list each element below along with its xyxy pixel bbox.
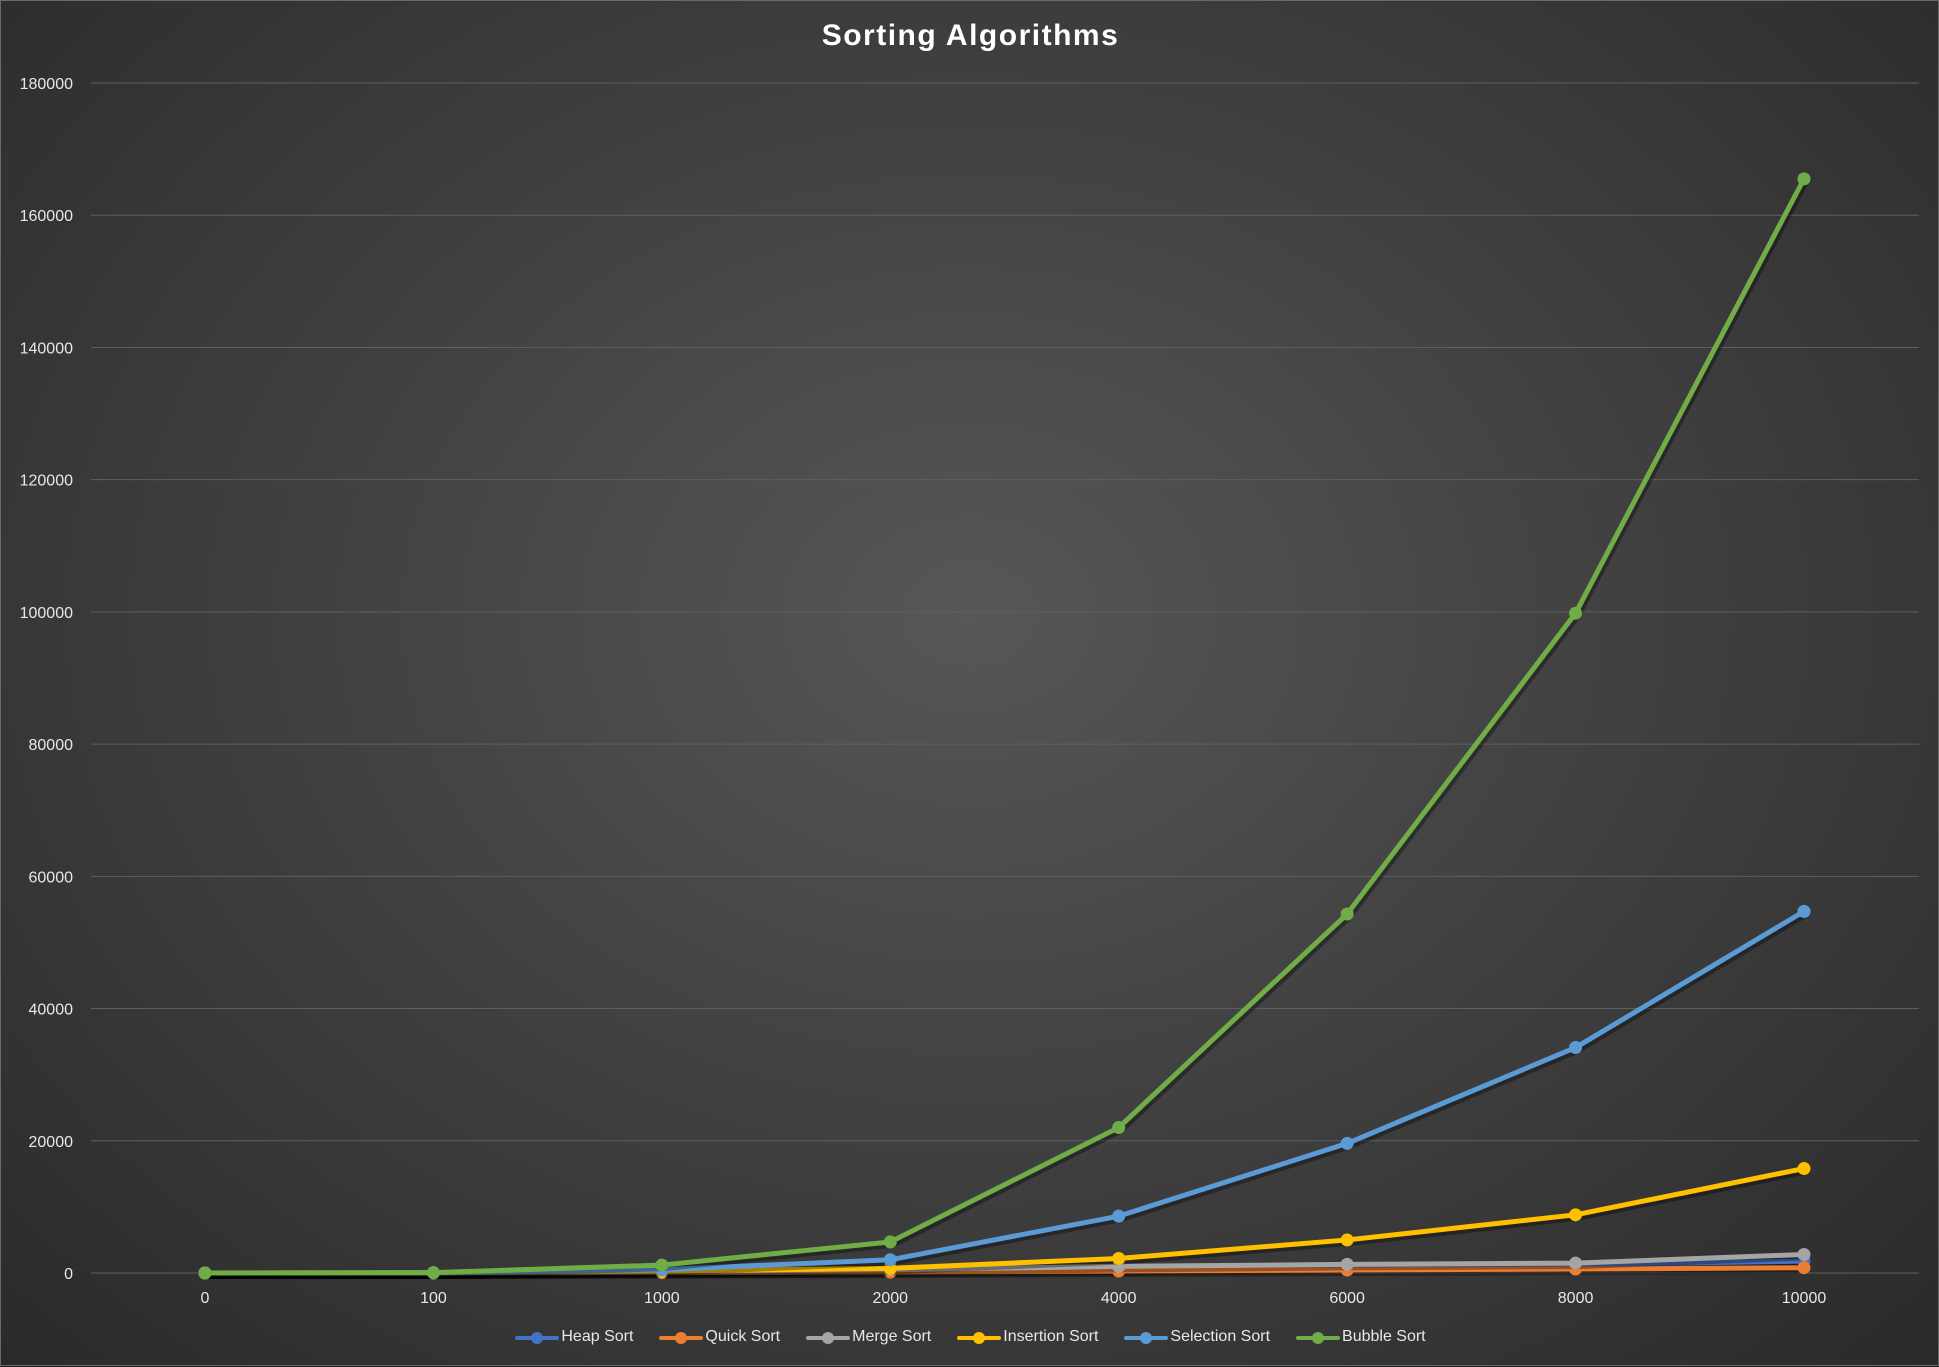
bubble-sort-point (1797, 172, 1811, 186)
quick-sort-shadow (206, 1267, 1807, 1279)
selection-sort-point (1569, 1041, 1583, 1055)
bubble-sort-point (1340, 907, 1354, 921)
bubble-sort-shadow (206, 180, 1809, 1279)
legend-label: Heap Sort (561, 1328, 634, 1345)
legend-swatch (957, 1327, 1002, 1347)
insertion-sort-point (1340, 1233, 1354, 1247)
bubble-sort-point (655, 1258, 669, 1272)
x-tick-label: 0 (201, 1290, 210, 1307)
legend-swatch (515, 1327, 560, 1347)
insertion-sort-shadow (206, 1168, 1807, 1279)
y-tick-label: 20000 (29, 1134, 74, 1151)
x-tick-label: 100 (420, 1290, 447, 1307)
insertion-sort-point (1569, 1208, 1583, 1222)
selection-sort-point (883, 1253, 897, 1267)
merge-sort-point (1797, 1247, 1811, 1261)
legend-swatch (1124, 1327, 1169, 1347)
bubble-sort-line (202, 176, 1807, 1276)
bubble-sort-point (426, 1266, 440, 1280)
y-tick-label: 40000 (29, 1002, 74, 1019)
x-tick-label: 2000 (872, 1290, 908, 1307)
y-tick-label: 180000 (20, 76, 73, 93)
legend-item-merge-sort: Merge Sort (806, 1327, 931, 1347)
insertion-sort-point (1112, 1251, 1126, 1265)
bubble-sort-point (883, 1235, 897, 1249)
selection-sort-point (1340, 1136, 1354, 1150)
bubble-sort-point (1569, 606, 1583, 620)
x-tick-label: 1000 (644, 1290, 680, 1307)
y-tick-label: 120000 (20, 473, 73, 490)
y-tick-label: 80000 (29, 737, 74, 754)
legend: Heap Sort Quick Sort Merge Sort Insertion S… (1, 1327, 1939, 1347)
merge-sort-point (1569, 1256, 1583, 1270)
chart-title: Sorting Algorithms (821, 19, 1120, 52)
legend-label: Bubble Sort (1342, 1328, 1426, 1345)
selection-sort-point (1797, 904, 1811, 918)
merge-sort-shadow (206, 1254, 1807, 1279)
bubble-sort-point (1112, 1121, 1126, 1135)
legend-swatch (659, 1327, 704, 1347)
selection-sort-shadow (206, 911, 1808, 1279)
legend-label: Quick Sort (705, 1328, 781, 1345)
legend-swatch (806, 1327, 851, 1347)
legend-item-bubble-sort: Bubble Sort (1296, 1327, 1426, 1347)
legend-item-quick-sort: Quick Sort (659, 1327, 780, 1347)
y-tick-label: 160000 (20, 208, 73, 225)
x-tick-label: 4000 (1101, 1290, 1137, 1307)
y-tick-label: 100000 (20, 605, 73, 622)
x-tick-label: 10000 (1782, 1290, 1827, 1307)
legend-item-selection-sort: Selection Sort (1124, 1327, 1270, 1347)
y-tick-label: 60000 (29, 869, 74, 886)
insertion-sort-point (1797, 1162, 1811, 1176)
legend-item-insertion-sort: Insertion Sort (957, 1327, 1098, 1347)
legend-label: Selection Sort (1170, 1328, 1271, 1345)
legend-swatch (1296, 1327, 1341, 1347)
y-tick-label: 0 (64, 1266, 73, 1283)
legend-label: Insertion Sort (1003, 1328, 1099, 1345)
y-tick-label: 140000 (20, 340, 73, 357)
x-tick-label: 6000 (1329, 1290, 1365, 1307)
quick-sort-point (1797, 1261, 1811, 1275)
legend-item-heap-sort: Heap Sort (515, 1327, 633, 1347)
selection-sort-point (1112, 1209, 1126, 1223)
legend-label: Merge Sort (852, 1328, 932, 1345)
x-tick-label: 8000 (1558, 1290, 1594, 1307)
merge-sort-point (1340, 1257, 1354, 1271)
bubble-sort-point (198, 1266, 212, 1280)
